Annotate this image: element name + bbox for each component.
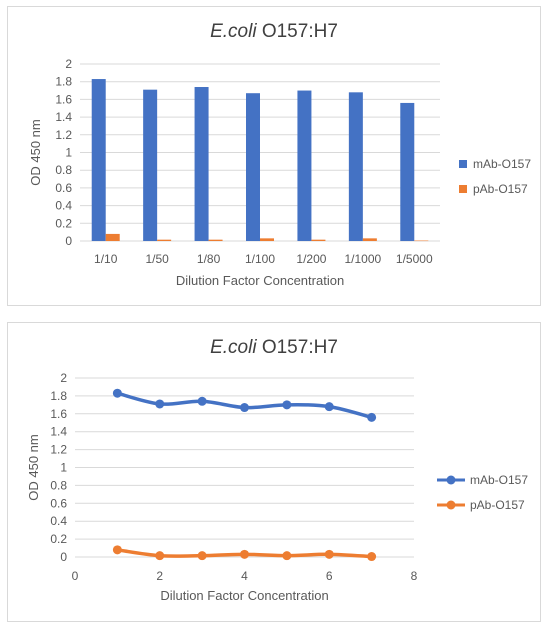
x-tick-label: 1/100: [245, 252, 275, 266]
y-tick-label: 0.2: [55, 216, 72, 230]
bar-mab-o157: [400, 102, 415, 241]
bar-pab-o157: [157, 239, 172, 241]
y-axis-label: OD 450 nm: [28, 119, 43, 185]
x-tick-label: 2: [156, 569, 163, 583]
x-tick-label: 1/5000: [396, 252, 433, 266]
point-pab-o157: [112, 545, 122, 555]
point-mab-o157: [112, 388, 122, 398]
x-tick-label: 0: [72, 569, 79, 583]
bar-pab-o157: [260, 238, 274, 241]
y-tick-label: 0.2: [50, 532, 67, 546]
x-tick-label: 8: [411, 569, 418, 583]
legend-label: mAb-O157: [470, 473, 528, 487]
y-tick-label: 2: [60, 371, 67, 385]
x-tick-label: 4: [241, 569, 248, 583]
bar-pab-o157: [208, 239, 223, 241]
bar-pab-o157: [414, 240, 429, 242]
point-mab-o157: [324, 402, 334, 412]
legend-marker: [446, 500, 456, 510]
legend-label: pAb-O157: [473, 182, 528, 196]
point-pab-o157: [367, 552, 377, 562]
y-tick-label: 1.6: [55, 92, 72, 106]
chart-title-rest: O157:H7: [256, 21, 338, 42]
y-tick-label: 1: [65, 146, 72, 160]
legend-label: mAb-O157: [473, 157, 531, 171]
bar-mab-o157: [194, 87, 209, 241]
y-tick-label: 0: [65, 234, 72, 248]
y-tick-label: 1: [60, 461, 67, 475]
y-tick-label: 1.6: [50, 407, 67, 421]
chart-title: E.coli O157:H7: [8, 21, 540, 43]
y-tick-label: 0.8: [55, 163, 72, 177]
line-chart: 0 0.2 0.4 0.6 0.8 1 1.2 1.4 1.6 1.8 2 0 2 4 6 8 Dilution…: [26, 371, 528, 603]
bar-pab-o157: [362, 238, 377, 241]
point-pab-o157: [324, 549, 334, 559]
y-tick-label: 1.4: [55, 110, 72, 124]
y-tick-label: 1.2: [55, 128, 72, 142]
bar-chart-panel: E.coli O157:H7 0 0.2 0.4 0.6 0.8 1 1.2 1.4 1.6 1.…: [7, 6, 541, 306]
legend-swatch: [459, 160, 467, 168]
point-pab-o157: [197, 551, 207, 561]
bar-mab-o157: [91, 79, 106, 241]
bar-chart: 0 0.2 0.4 0.6 0.8 1 1.2 1.4 1.6 1.8 2 1/10 1/50 1/80 1…: [28, 57, 531, 288]
point-mab-o157: [155, 399, 165, 409]
y-tick-label: 1.2: [50, 443, 67, 457]
bar-pab-o157: [105, 233, 120, 241]
y-tick-label: 0.6: [55, 181, 72, 195]
point-mab-o157: [282, 400, 292, 410]
x-axis-label: Dilution Factor Concentration: [176, 273, 344, 288]
y-axis-label: OD 450 nm: [26, 434, 41, 500]
bar-pab-o157: [311, 239, 326, 241]
y-tick-label: 0.8: [50, 478, 67, 492]
point-mab-o157: [367, 412, 377, 422]
legend-label: pAb-O157: [470, 498, 525, 512]
bar-mab-o157: [348, 92, 363, 241]
y-tick-label: 0.4: [55, 199, 72, 213]
y-tick-label: 1.4: [50, 425, 67, 439]
y-tick-label: 2: [65, 57, 72, 71]
x-tick-label: 1/200: [296, 252, 326, 266]
y-tick-label: 1.8: [50, 389, 67, 403]
bar-mab-o157: [246, 93, 260, 241]
y-tick-label: 1.8: [55, 75, 72, 89]
x-tick-label: 1/80: [197, 252, 221, 266]
x-tick-label: 1/1000: [345, 252, 382, 266]
chart-title: E.coli O157:H7: [8, 337, 540, 359]
y-tick-label: 0: [60, 550, 67, 564]
point-mab-o157: [240, 403, 249, 413]
bar-mab-o157: [297, 90, 312, 241]
point-pab-o157: [155, 551, 165, 561]
x-tick-label: 1/50: [145, 252, 169, 266]
point-mab-o157: [197, 396, 207, 406]
chart-title-italic: E.coli: [210, 337, 257, 358]
chart-title-italic: E.coli: [210, 21, 257, 42]
line-chart-panel: E.coli O157:H7 0 0.2 0.4 0.6 0.8 1 1.2 1.4 1.6 1.…: [7, 322, 541, 622]
x-tick-label: 6: [326, 569, 333, 583]
point-pab-o157: [240, 549, 249, 559]
bar-mab-o157: [143, 89, 158, 241]
y-tick-label: 0.4: [50, 514, 67, 528]
y-tick-label: 0.6: [50, 496, 67, 510]
legend-swatch: [459, 185, 467, 193]
legend-marker: [446, 475, 456, 485]
x-axis-label: Dilution Factor Concentration: [160, 588, 328, 603]
x-tick-label: 1/10: [94, 252, 118, 266]
point-pab-o157: [282, 551, 292, 561]
chart-title-rest: O157:H7: [256, 337, 338, 358]
